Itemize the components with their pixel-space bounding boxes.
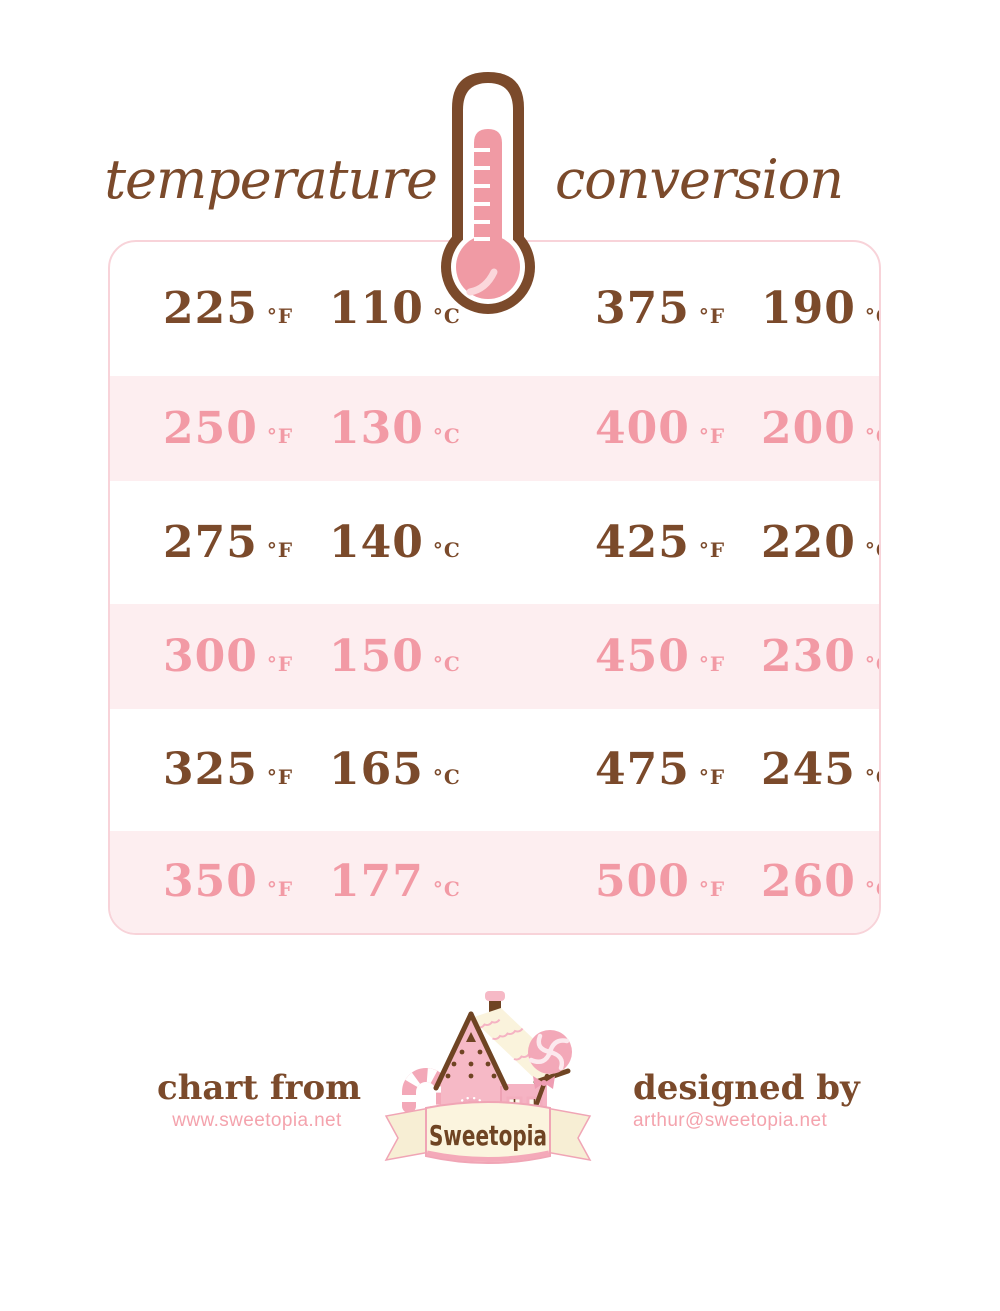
temp-cell-celsius-right: 190 °C <box>761 283 879 334</box>
temp-unit: °C <box>864 304 879 328</box>
temp-unit: °C <box>432 304 461 328</box>
temp-value: 500 <box>595 856 690 907</box>
temp-unit: °C <box>864 765 879 789</box>
temp-cell-fahrenheit-left: 275 °F <box>163 516 329 568</box>
temp-value: 165 <box>329 744 424 795</box>
temp-cell-fahrenheit-left: 325 °F <box>163 748 329 792</box>
temp-value: 150 <box>329 630 424 682</box>
temp-value: 245 <box>761 744 856 795</box>
temp-cell-fahrenheit-left: 225 °F <box>163 287 329 331</box>
logo-banner-text: Sweetopia <box>429 1119 547 1152</box>
temp-value: 350 <box>163 856 258 907</box>
temp-value: 260 <box>761 856 856 907</box>
temp-cell-fahrenheit-right: 400 °F <box>595 402 761 454</box>
temp-cell-fahrenheit-right: 425 °F <box>595 516 761 568</box>
temp-value: 475 <box>595 744 690 795</box>
temp-cell-celsius-left: 140 °C <box>329 516 495 568</box>
temp-value: 230 <box>761 630 856 682</box>
temp-cell-celsius-right: 220 °C <box>761 516 879 568</box>
temp-unit: °F <box>266 651 294 676</box>
temp-unit: °F <box>698 877 726 901</box>
temp-unit: °F <box>698 304 726 328</box>
chart-from-url: www.sweetopia.net <box>172 1110 342 1132</box>
table-row: 275 °F 140 °C 425 °F 220 °C <box>110 481 879 604</box>
temp-cell-fahrenheit-right: 450 °F <box>595 630 761 682</box>
temp-unit: °F <box>698 651 726 676</box>
temp-value: 375 <box>595 283 690 334</box>
temp-cell-celsius-right: 245 °C <box>761 744 879 795</box>
temp-value: 250 <box>163 402 258 454</box>
chart-from-block: chart from www.sweetopia.net <box>157 1068 362 1132</box>
temp-cell-fahrenheit-right: 500 °F <box>595 860 761 904</box>
chart-from-label: chart from <box>157 1068 362 1108</box>
thermometer-ticks <box>474 148 490 241</box>
temp-unit: °C <box>432 423 461 448</box>
temp-cell-celsius-right: 230 °C <box>761 630 879 682</box>
designed-by-label: designed by <box>633 1068 860 1108</box>
temp-value: 425 <box>595 516 690 568</box>
temp-unit: °C <box>432 877 461 901</box>
temp-cell-fahrenheit-left: 350 °F <box>163 860 329 904</box>
temp-unit: °F <box>698 765 726 789</box>
temp-unit: °C <box>864 537 879 562</box>
sweetopia-logo: Sweetopia <box>384 991 592 1164</box>
temp-value: 275 <box>163 516 258 568</box>
temp-cell-celsius-left: 165 °C <box>329 748 495 792</box>
temp-value: 177 <box>329 856 424 907</box>
temp-cell-fahrenheit-left: 250 °F <box>163 402 329 454</box>
temp-unit: °F <box>266 877 294 901</box>
temp-cell-fahrenheit-left: 300 °F <box>163 630 329 682</box>
temp-value: 400 <box>595 402 690 454</box>
thermometer-icon <box>441 72 535 314</box>
temp-value: 300 <box>163 630 258 682</box>
temp-cell-celsius-left: 177 °C <box>329 860 495 904</box>
temp-value: 220 <box>761 516 856 568</box>
temp-unit: °C <box>864 651 879 676</box>
temp-unit: °F <box>266 423 294 448</box>
table-row: 225°F 110°C 375°F 190°C <box>110 242 879 376</box>
temp-value: 190 <box>761 283 856 334</box>
temp-unit: °F <box>266 765 294 789</box>
temp-value: 325 <box>163 744 258 795</box>
table-row: 300 °F 150 °C 450 °F 230 °C <box>110 604 879 709</box>
temp-value: 225 <box>163 283 258 334</box>
temp-cell-celsius-right: 200 °C <box>761 402 879 454</box>
page-title-right: conversion <box>555 148 844 211</box>
temp-unit: °C <box>864 423 879 448</box>
temp-value: 200 <box>761 402 856 454</box>
temp-unit: °C <box>864 877 879 901</box>
conversion-card: 225°F 110°C 375°F 190°C 250°F 130°C 400°… <box>108 240 881 935</box>
temp-cell-fahrenheit-right: 475 °F <box>595 748 761 792</box>
temp-unit: °F <box>698 423 726 448</box>
temp-unit: °C <box>432 651 461 676</box>
designed-by-email: arthur@sweetopia.net <box>633 1110 828 1132</box>
temp-cell-celsius-left: 150 °C <box>329 630 495 682</box>
banner-ribbon <box>384 1101 592 1164</box>
temp-value: 130 <box>329 402 424 454</box>
temp-cell-celsius-left: 110 °C <box>329 287 495 331</box>
temp-unit: °F <box>266 537 294 562</box>
page-title-left: temperature <box>104 148 438 211</box>
table-row: 350°F 177°C 500°F 260°C <box>110 831 879 933</box>
temp-unit: °F <box>266 304 294 328</box>
table-row: 325°F 165°C 475°F 245°C <box>110 709 879 831</box>
temp-unit: °C <box>432 765 461 789</box>
temp-cell-fahrenheit-right: 375 °F <box>595 287 761 331</box>
temp-value: 450 <box>595 630 690 682</box>
temp-unit: °F <box>698 537 726 562</box>
temp-value: 110 <box>329 283 424 334</box>
temp-value: 140 <box>329 516 424 568</box>
designed-by-block: designed by arthur@sweetopia.net <box>633 1068 860 1132</box>
table-row: 250 °F 130 °C 400 °F 200 °C <box>110 376 879 481</box>
temp-cell-celsius-left: 130 °C <box>329 402 495 454</box>
temp-cell-celsius-right: 260 °C <box>761 856 879 907</box>
temp-unit: °C <box>432 537 461 562</box>
